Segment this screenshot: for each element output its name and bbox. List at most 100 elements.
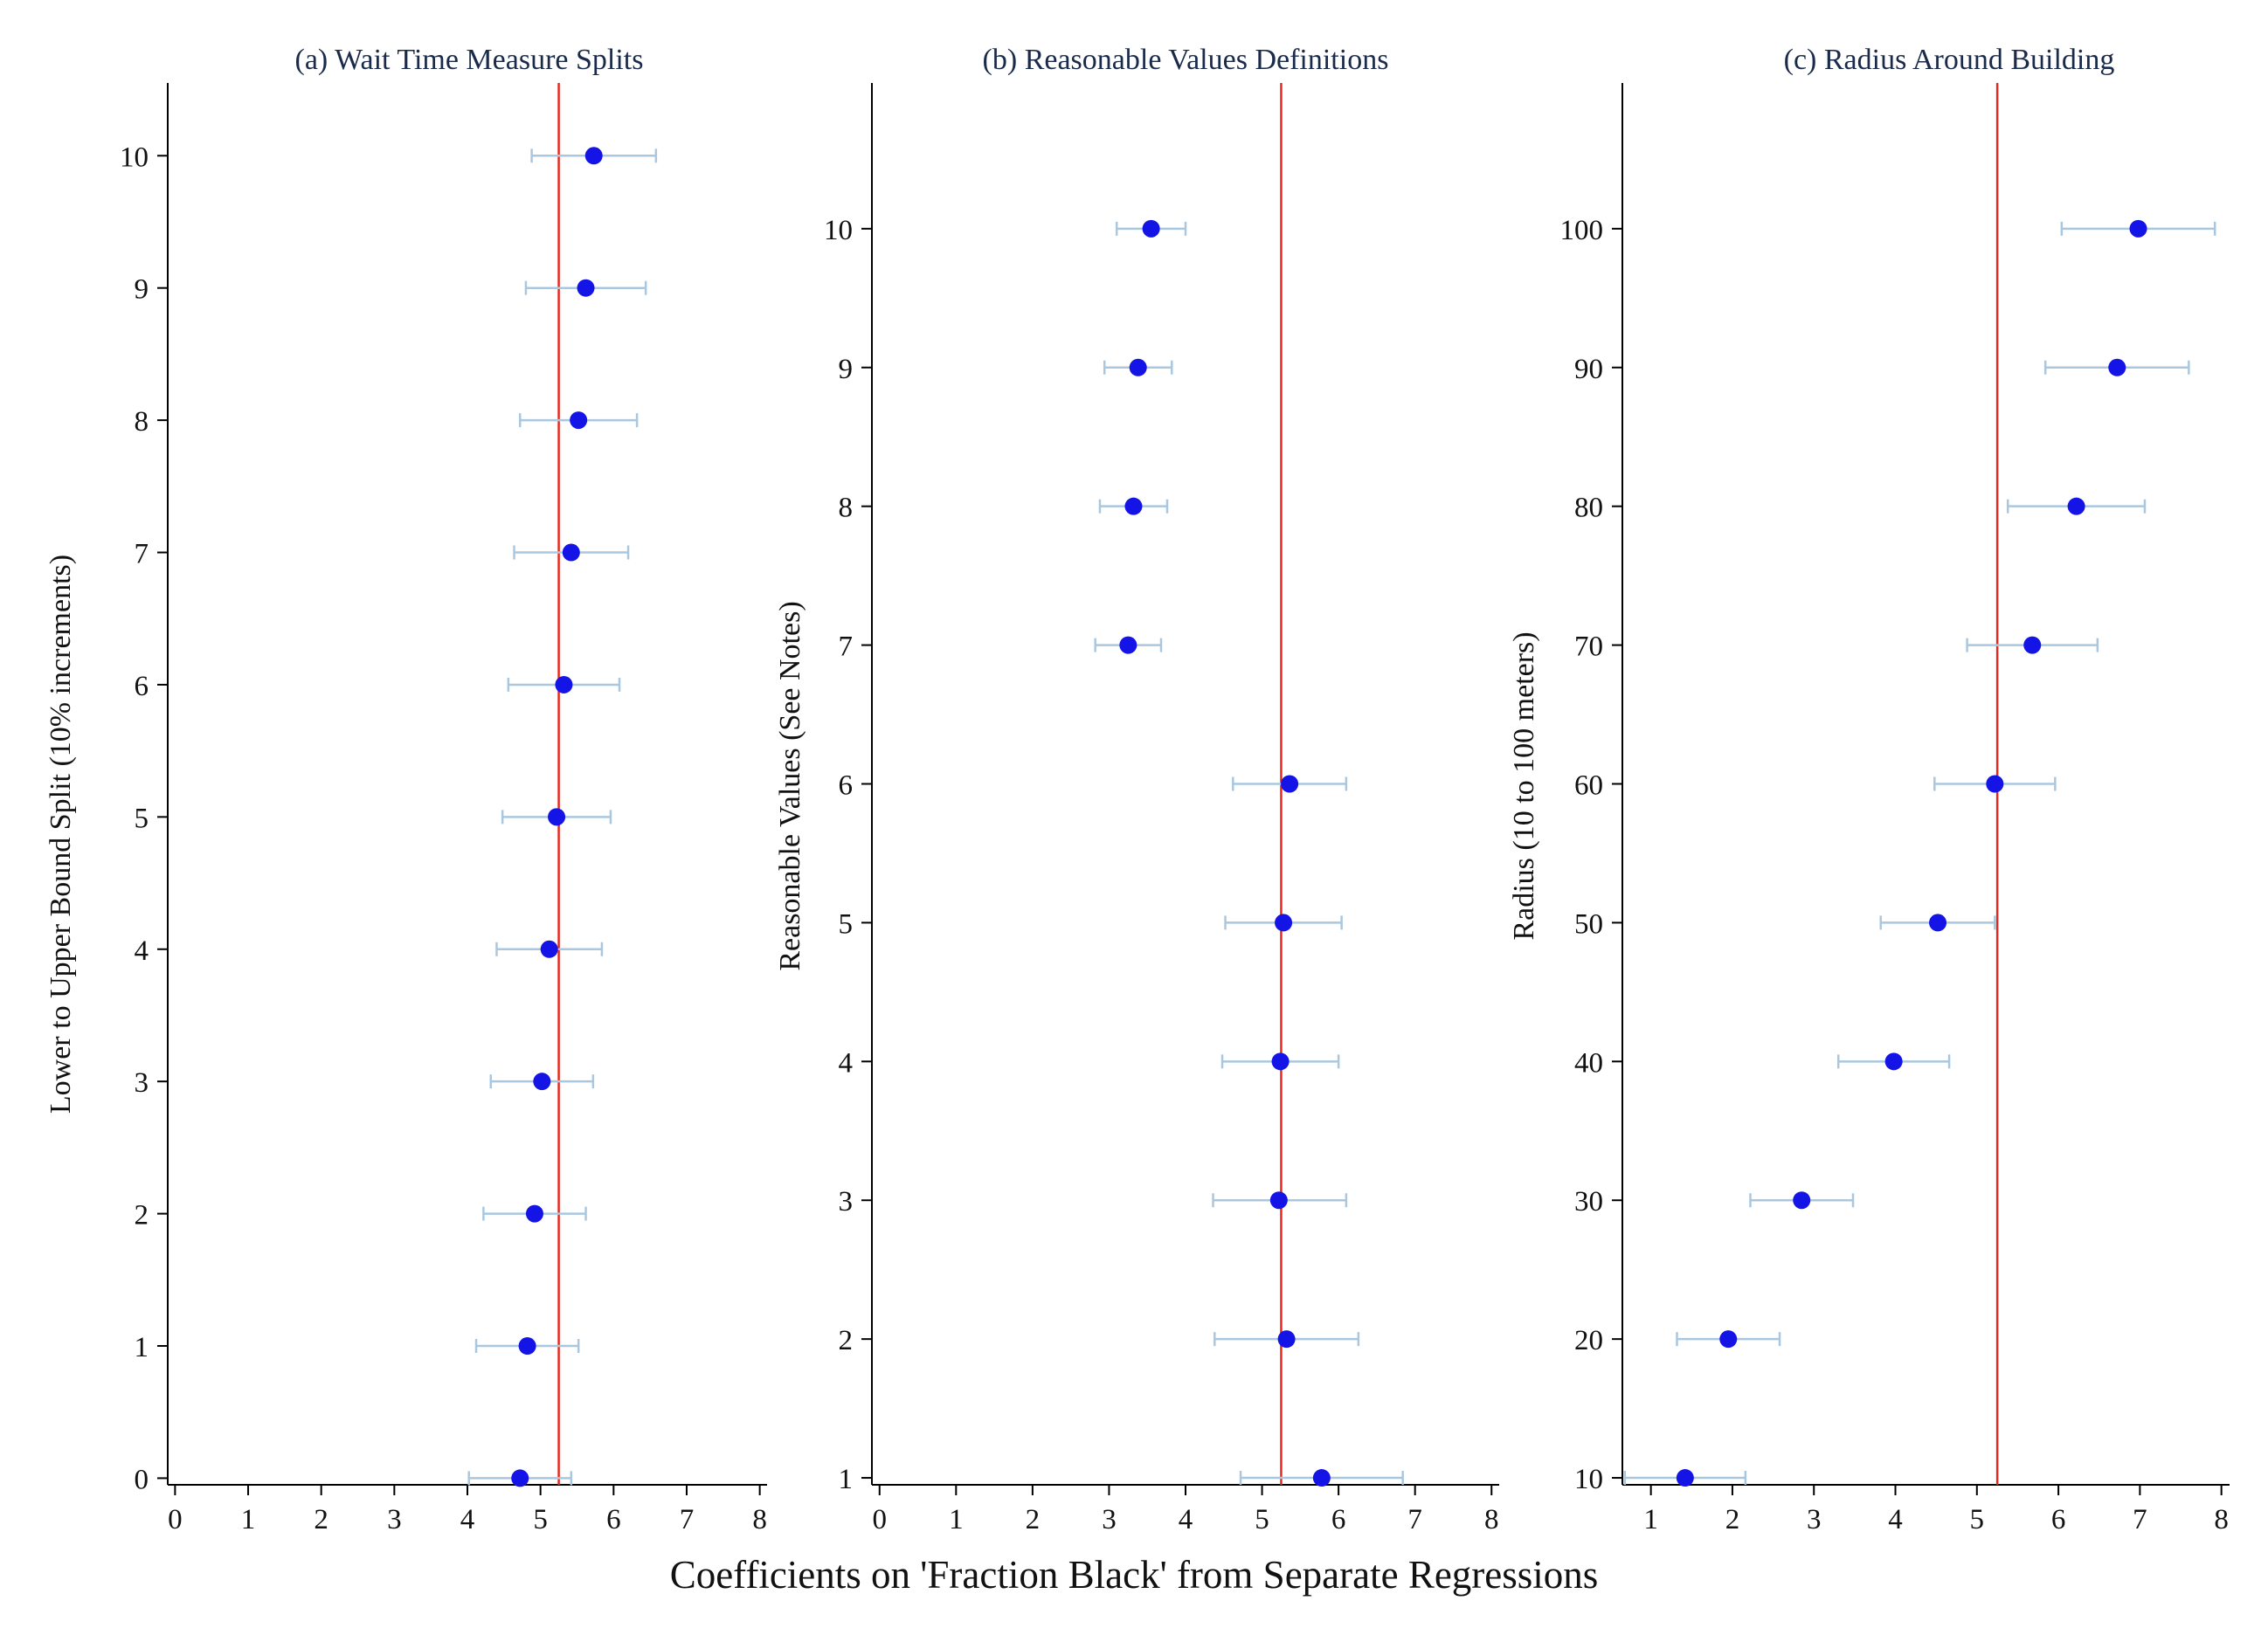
panel-b-title: (b) Reasonable Values Definitions [983,44,1389,76]
panel-c-y-tick-label: 70 [1574,631,1603,663]
panel-b-data-point-group [1232,775,1348,793]
panel-a-point [577,279,595,297]
panel-c-x-tick-label: 3 [1807,1504,1822,1535]
panel-c-title: (c) Radius Around Building [1784,44,2115,76]
panel-c-y-tick-label: 50 [1574,908,1603,940]
panel-a-data-point-group [513,543,630,562]
panel-c-data-point-group [1879,914,1996,932]
panel-b-ylabel: Reasonable Values (See Notes) [774,601,806,970]
panel-a-x-tick-label: 6 [606,1504,621,1535]
panel-c-point [2067,497,2085,515]
panel-a-x-tick-label: 3 [387,1504,402,1535]
panel-a-marks: 0 1 2 3 4 5 6 7 8 0 1 2 3 4 5 6 7 8 9 10 [120,83,767,1535]
panel-c-point [1793,1191,1811,1210]
panel-b-x-tick-label: 5 [1255,1504,1269,1535]
panel-c-data-point-group [1933,775,2057,793]
panel-c-y-tick-label: 20 [1574,1325,1603,1356]
panel-a: (a) Wait Time Measure Splits Lower to Up… [45,44,767,1535]
panel-a-data-point-group [482,1204,587,1223]
panel-a-point [525,1204,543,1223]
panel-a-data-point-group [530,147,658,165]
panel-a-y-tick-label: 5 [135,803,149,834]
panel-c-x-tick-label: 1 [1643,1504,1658,1535]
panel-b-x-tick-label: 0 [873,1504,888,1535]
panel-b-point [1275,914,1293,932]
panel-a-x-tick-label: 2 [314,1504,328,1535]
panel-b-y-tick-label: 8 [839,493,854,524]
panel-b-point [1271,1052,1290,1071]
panel-b-data-point-group [1103,358,1173,376]
panel-c-point [1929,914,1947,932]
panel-c-y-tick-label: 100 [1560,215,1604,246]
panel-a-y-tick-label: 9 [135,274,149,306]
panel-b-y-tick-label: 9 [839,354,854,385]
panel-a-y-tick-label: 3 [135,1067,149,1099]
panel-c-ylabel: Radius (10 to 100 meters) [1508,631,1540,940]
panel-c-x-tick-label: 7 [2133,1504,2147,1535]
panel-b-point [1312,1469,1331,1487]
panel-c-data-point-group [1966,636,2099,654]
panel-c-y-tick-label: 80 [1574,493,1603,524]
panel-b-y-tick-label: 2 [839,1325,854,1356]
panel-c: (c) Radius Around Building Radius (10 to… [1508,44,2230,1535]
panel-b-data-point-group [1094,636,1163,654]
panel-a-point [584,147,603,165]
panel-a-data-point-group [495,940,604,958]
panel-c-data-point-group [1676,1330,1781,1349]
panel-b-x-tick-label: 4 [1179,1504,1193,1535]
panel-a-title: (a) Wait Time Measure Splits [295,44,644,76]
panel-a-point [540,940,558,958]
panel-a-point [570,411,588,430]
panel-a-y-tick-label: 10 [120,141,149,173]
panel-a-y-tick-label: 7 [135,539,149,570]
panel-b-x-tick-label: 7 [1407,1504,1422,1535]
panel-b-y-tick-label: 7 [839,631,854,663]
panel-c-point [2129,219,2147,238]
panel-a-point [548,808,566,826]
panel-a-x-tick-label: 7 [680,1504,695,1535]
panel-b-data-point-group [1224,914,1343,932]
panel-a-data-point-group [489,1073,595,1091]
panel-c-y-tick-label: 60 [1574,770,1603,802]
panel-c-x-tick-label: 6 [2051,1504,2066,1535]
panel-c-data-point-group [1836,1052,1951,1071]
panel-c-x-tick-label: 5 [1970,1504,1985,1535]
panel-b-point [1281,775,1299,793]
panel-c-data-point-group [1749,1191,1855,1210]
panel-b-x-tick-label: 6 [1331,1504,1346,1535]
panel-a-data-point-group [467,1469,573,1487]
panel-b-point [1142,219,1160,238]
panel-c-data-point-group [2007,497,2147,515]
panel-a-x-tick-label: 5 [533,1504,548,1535]
panel-a-point [555,675,573,693]
panel-c-point [2108,358,2126,376]
panel-c-data-point-group [1623,1469,1747,1487]
panel-a-data-point-group [501,808,612,826]
panel-b-point [1129,358,1147,376]
panel-b-data-point-group [1212,1191,1348,1210]
panel-c-point [1719,1330,1738,1349]
panel-c-y-tick-label: 30 [1574,1186,1603,1218]
panel-b-point [1119,636,1137,654]
panel-c-point [1986,775,2004,793]
panel-a-y-tick-label: 8 [135,406,149,438]
panel-a-ylabel: Lower to Upper Bound Split (10% incremen… [45,555,77,1114]
panel-c-marks: 1 2 3 4 5 6 7 8 10 20 30 40 50 60 70 80 90 100 [1560,83,2230,1535]
panel-c-x-tick-label: 4 [1888,1504,1903,1535]
panel-a-data-point-group [518,411,639,430]
panel-c-data-point-group [2060,219,2216,238]
panel-b-x-tick-label: 8 [1484,1504,1499,1535]
panel-b-data-point-group [1220,1052,1340,1071]
panel-a-x-tick-label: 8 [752,1504,767,1535]
panel-c-y-tick-label: 10 [1574,1464,1603,1495]
panel-b-x-tick-label: 1 [949,1504,964,1535]
panel-a-point [533,1073,551,1091]
panel-a-data-point-group [507,675,621,693]
panel-b-y-tick-label: 4 [839,1047,854,1079]
panel-c-x-tick-label: 2 [1725,1504,1740,1535]
panel-a-x-tick-label: 0 [168,1504,183,1535]
panel-b-point [1269,1191,1288,1210]
panel-b: (b) Reasonable Values Definitions Reason… [774,44,1499,1535]
